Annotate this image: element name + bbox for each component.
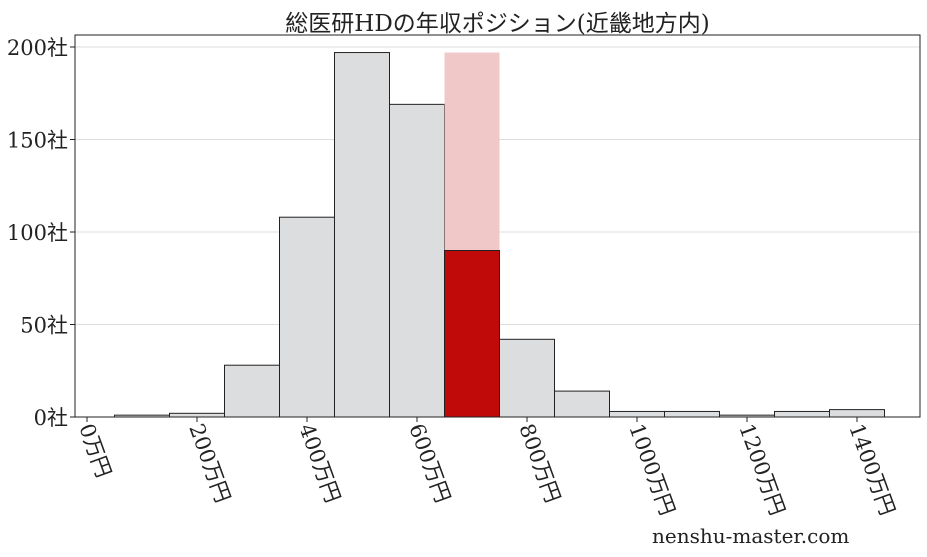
x-tick-label: 1400万円 — [844, 421, 899, 519]
bar — [774, 410, 830, 418]
bar — [169, 412, 225, 418]
bar — [279, 216, 335, 418]
x-tick-label: 1000万円 — [624, 421, 679, 519]
x-tick-label: 400万円 — [294, 421, 345, 506]
x-tick-label: 0万円 — [74, 421, 115, 481]
chart-title: 総医研HDの年収ポジション(近畿地方内) — [285, 11, 710, 37]
bar — [389, 103, 445, 418]
x-tick-label: 1200万円 — [734, 421, 789, 519]
y-tick-label: 50社 — [20, 314, 68, 338]
x-tick-label: 600万円 — [404, 421, 455, 506]
x-tick-label: 800万円 — [514, 421, 565, 506]
plot-frame — [74, 34, 921, 418]
y-tick-label: 0社 — [34, 406, 68, 430]
bar — [664, 410, 720, 418]
bar — [609, 410, 665, 418]
highlight-bar — [444, 250, 500, 418]
watermark: nenshu-master.com — [652, 524, 850, 548]
x-tick-label: 200万円 — [184, 421, 235, 506]
bar — [334, 52, 390, 418]
y-tick-label: 150社 — [7, 129, 68, 153]
y-tick-label: 100社 — [7, 221, 68, 245]
bar — [554, 390, 610, 418]
bar — [499, 338, 555, 418]
bar — [224, 364, 280, 418]
bar — [829, 409, 885, 418]
y-tick-label: 200社 — [7, 36, 68, 60]
